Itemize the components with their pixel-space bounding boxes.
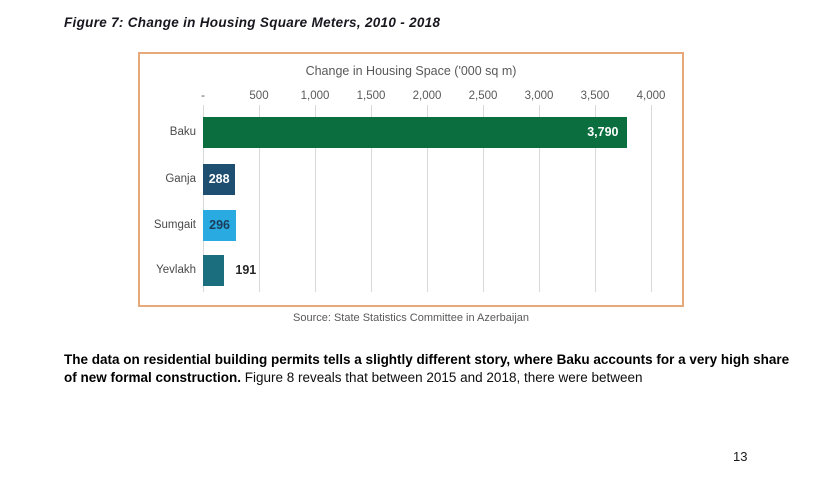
gridline — [651, 105, 652, 292]
bar-value-label: 3,790 — [587, 125, 619, 139]
x-axis-tick-label: - — [201, 90, 205, 102]
body-bold-text: The data on residential building permits… — [64, 352, 790, 385]
category-label: Baku — [169, 126, 196, 138]
category-label: Sumgait — [153, 219, 196, 231]
chart-frame: Change in Housing Space ('000 sq m) - 500… — [138, 52, 684, 307]
plot-area: - 500 1,000 1,500 2,000 2,500 3,000 3,500 4,000 B… — [140, 54, 682, 305]
x-axis-tick-label: 3,500 — [580, 90, 610, 102]
gridline — [539, 105, 540, 292]
gridline — [483, 105, 484, 292]
bar-value-label: 296 — [209, 218, 230, 232]
gridline — [315, 105, 316, 292]
x-axis-tick-label: 4,000 — [636, 90, 666, 102]
bar-value-label: 191 — [235, 263, 257, 277]
category-label: Ganja — [165, 173, 196, 185]
x-axis-tick-label: 1,500 — [356, 90, 386, 102]
gridline — [259, 105, 260, 292]
x-axis-tick-label: 2,000 — [412, 90, 442, 102]
bar-ganja: 288 — [203, 164, 236, 195]
gridline — [427, 105, 428, 292]
category-label: Yevlakh — [156, 264, 196, 276]
x-axis-tick-label: 500 — [249, 90, 269, 102]
bar-value-label: 288 — [208, 172, 230, 186]
body-paragraph: The data on residential building permits… — [64, 351, 792, 387]
bar-sumgait: 296 — [203, 210, 237, 241]
x-axis-tick-label: 2,500 — [468, 90, 498, 102]
chart-source-note: Source: State Statistics Committee in Az… — [293, 312, 529, 324]
gridline — [203, 105, 204, 292]
bar-yevlakh — [203, 255, 225, 286]
figure-caption: Figure 7: Change in Housing Square Meter… — [64, 15, 441, 30]
x-axis-tick-label: 3,000 — [524, 90, 554, 102]
body-regular-text: Figure 8 reveals that between 2015 and 2… — [241, 370, 643, 385]
page-number: 13 — [733, 449, 748, 464]
gridline — [371, 105, 372, 292]
gridline — [595, 105, 596, 292]
bar-baku: 3,790 — [203, 117, 628, 148]
x-axis-tick-label: 1,000 — [300, 90, 330, 102]
chart-title: Change in Housing Space ('000 sq m) — [305, 64, 517, 78]
